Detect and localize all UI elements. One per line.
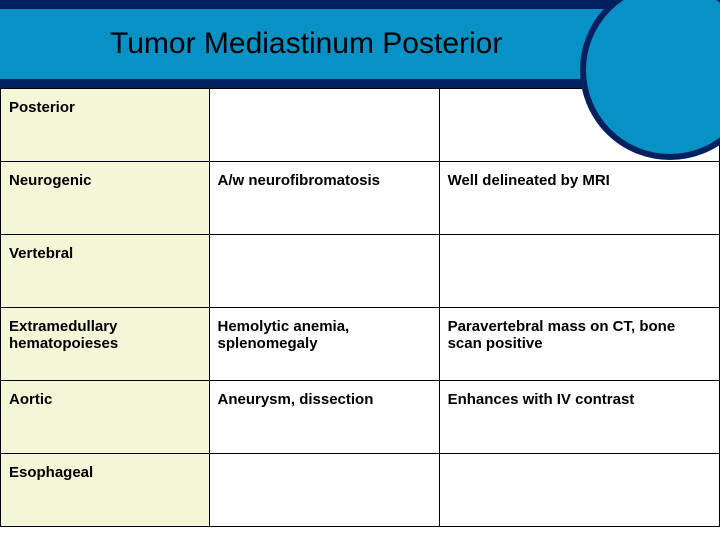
row-imaging: Well delineated by MRI <box>439 162 719 235</box>
row-clinical: A/w neurofibromatosis <box>209 162 439 235</box>
row-label: Aortic <box>1 381 210 454</box>
row-clinical: Aneurysm, dissection <box>209 381 439 454</box>
row-label: Posterior <box>1 89 210 162</box>
row-imaging <box>439 454 719 527</box>
slide-header: Tumor Mediastinum Posterior <box>0 0 720 88</box>
slide-title: Tumor Mediastinum Posterior <box>110 27 502 61</box>
row-label: Neurogenic <box>1 162 210 235</box>
row-imaging <box>439 235 719 308</box>
row-imaging: Enhances with IV contrast <box>439 381 719 454</box>
row-clinical <box>209 235 439 308</box>
table-row: Extramedullary hematopoieses Hemolytic a… <box>1 308 720 381</box>
row-imaging: Paravertebral mass on CT, bone scan posi… <box>439 308 719 381</box>
table-row: Neurogenic A/w neurofibromatosis Well de… <box>1 162 720 235</box>
table-row: Vertebral <box>1 235 720 308</box>
table-row: Aortic Aneurysm, dissection Enhances wit… <box>1 381 720 454</box>
row-clinical: Hemolytic anemia, splenomegaly <box>209 308 439 381</box>
row-clinical <box>209 89 439 162</box>
row-label: Esophageal <box>1 454 210 527</box>
row-clinical <box>209 454 439 527</box>
row-label: Vertebral <box>1 235 210 308</box>
table-row: Esophageal <box>1 454 720 527</box>
row-label: Extramedullary hematopoieses <box>1 308 210 381</box>
tumor-table: Posterior Neurogenic A/w neurofibromatos… <box>0 88 720 527</box>
